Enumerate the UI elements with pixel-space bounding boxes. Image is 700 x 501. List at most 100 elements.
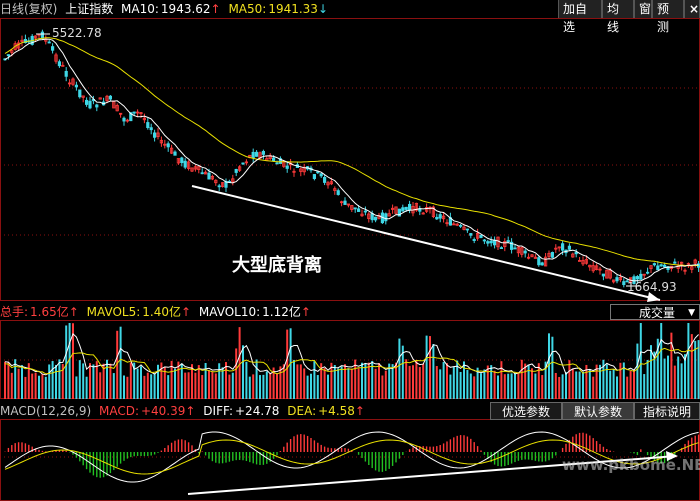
volume-bar	[208, 370, 210, 399]
candle-body	[373, 216, 378, 221]
candle-body	[51, 46, 55, 51]
candle-body	[360, 213, 364, 217]
volume-bar	[44, 376, 47, 399]
candle-body	[659, 264, 663, 267]
volume-bar	[323, 368, 326, 399]
candle-body	[458, 224, 463, 227]
volume-bar	[544, 361, 547, 399]
volume-bar	[412, 365, 414, 399]
volume-bar	[697, 340, 700, 399]
volume-bar	[106, 359, 108, 399]
candle-body	[421, 212, 425, 215]
mavol10-value: 1.12亿	[262, 305, 301, 319]
candle-body	[414, 202, 419, 211]
mavol5-value: 1.40亿	[142, 305, 182, 319]
volume-bar	[303, 368, 306, 399]
tab-indicator-help[interactable]: 指标说明	[634, 402, 700, 420]
site-watermark: www.pkbome.NET	[562, 456, 700, 474]
volume-bar	[7, 362, 10, 399]
total-volume-arrow: ↑	[68, 305, 79, 319]
candle-body	[13, 43, 17, 50]
low-price-label: 1664.93	[627, 280, 677, 294]
tab-default-params[interactable]: 默认参数	[562, 402, 634, 420]
volume-bar	[95, 361, 98, 399]
macd-arrow: ↑	[185, 404, 196, 418]
volume-bar	[286, 329, 289, 399]
macd-label: MACD:	[98, 404, 139, 418]
candle-body	[513, 247, 517, 250]
candle-body	[557, 246, 561, 249]
volume-bar	[119, 326, 122, 399]
volume-bar	[408, 365, 411, 399]
candle-body	[435, 216, 439, 220]
volume-bar	[265, 371, 268, 399]
volume-bar	[534, 373, 537, 399]
tab-optimized-params[interactable]: 优选参数	[490, 402, 562, 420]
candle-body	[34, 35, 38, 39]
volume-bar	[259, 375, 261, 399]
candle-body	[95, 104, 99, 108]
volume-bar	[378, 363, 380, 399]
volume-bar	[636, 343, 639, 399]
volume-bar	[337, 368, 340, 399]
volume-bar	[371, 361, 374, 399]
volume-bar	[116, 330, 119, 399]
candle-body	[424, 207, 429, 212]
candle-body	[465, 228, 470, 231]
candle-body	[193, 166, 197, 170]
candle-body	[23, 39, 28, 44]
candle-body	[61, 64, 65, 67]
forecast-button[interactable]: 预测	[652, 0, 684, 34]
volume-bar	[473, 376, 476, 399]
candle-body	[608, 269, 612, 279]
candle-body	[339, 201, 344, 204]
volume-bar	[367, 362, 370, 399]
candle-body	[387, 213, 391, 217]
candle-body	[462, 226, 466, 230]
add-watchlist-button[interactable]: 加自选	[558, 0, 602, 34]
ma-button[interactable]: 均线	[602, 0, 634, 34]
volume-bar	[242, 345, 244, 399]
volume-bar	[459, 371, 462, 399]
candle-body	[119, 112, 123, 115]
volume-bar	[184, 372, 187, 399]
candle-body	[499, 247, 504, 250]
candle-body	[598, 268, 602, 271]
close-icon[interactable]: ×	[684, 0, 700, 18]
candle-body	[125, 119, 129, 122]
candle-body	[673, 261, 677, 264]
volume-bar	[551, 336, 554, 399]
volume-bar	[381, 375, 384, 399]
candle-body	[176, 158, 180, 164]
volume-bar	[276, 373, 278, 399]
dea-line	[4, 439, 699, 475]
candle-body	[78, 89, 82, 98]
volume-bar	[568, 360, 571, 399]
volume-bar	[558, 376, 561, 399]
volume-bar	[129, 362, 132, 399]
volume-bar	[520, 359, 523, 399]
volume-bar	[187, 372, 190, 399]
volume-bar	[31, 373, 34, 399]
mavol5-arrow: ↑	[181, 305, 192, 319]
candle-body	[329, 181, 334, 185]
volume-bar	[10, 372, 13, 399]
candle-body	[561, 243, 565, 251]
window-button[interactable]: 窗	[634, 0, 652, 18]
volume-bar	[75, 376, 78, 399]
volume-bar	[61, 364, 64, 399]
volume-bar	[514, 373, 516, 399]
candle-body	[591, 265, 595, 272]
mavol10-arrow: ↑	[300, 305, 311, 319]
candle-body	[397, 208, 402, 217]
volume-bar	[469, 373, 472, 399]
divergence-arrowhead-price	[647, 292, 660, 302]
candle-body	[438, 214, 442, 219]
volume-indicator-selected: 成交量	[639, 306, 676, 320]
candle-body	[567, 245, 572, 250]
volume-bar	[126, 376, 129, 399]
chevron-down-icon: ▼	[688, 308, 695, 318]
volume-indicator-select[interactable]: 成交量 ▼	[610, 304, 700, 320]
volume-bar	[446, 363, 448, 399]
